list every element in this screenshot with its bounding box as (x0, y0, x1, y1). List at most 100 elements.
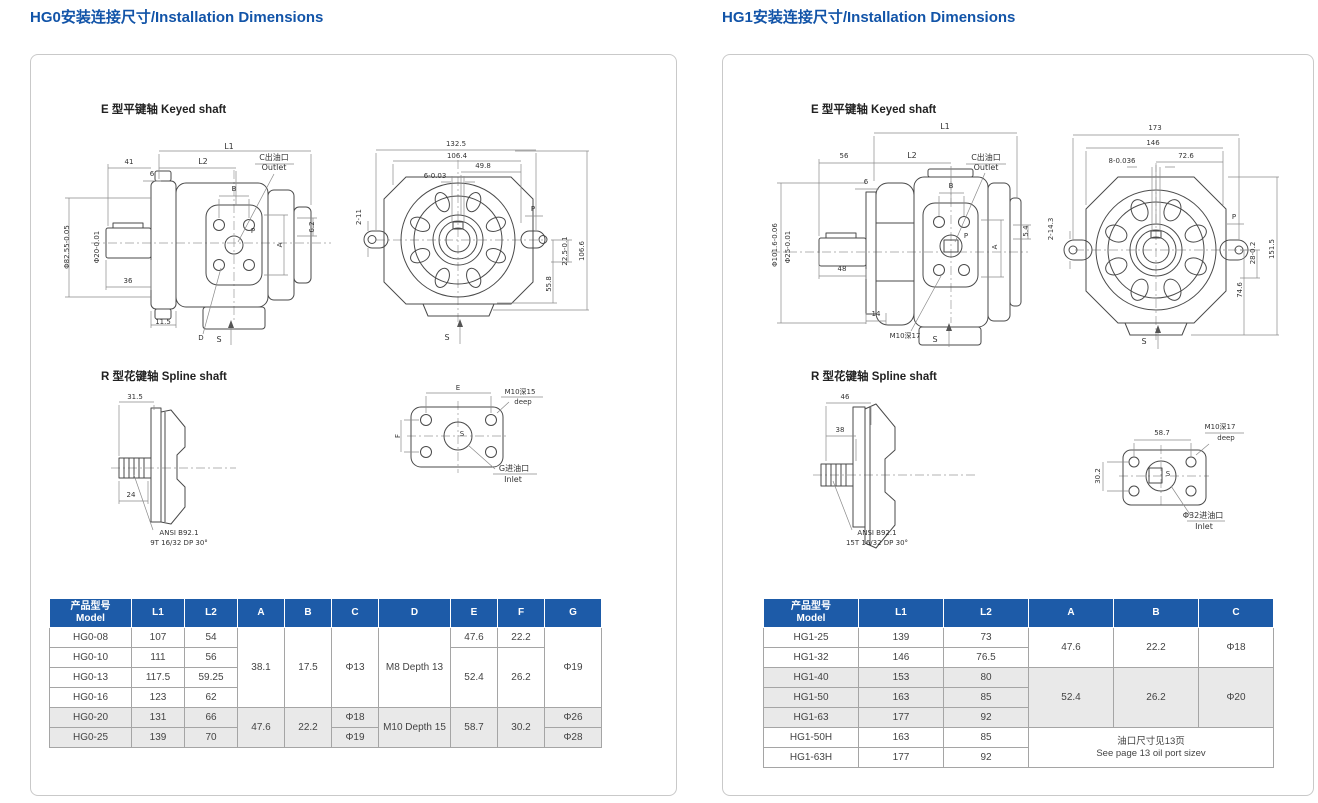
cell-l1: 123 (131, 687, 185, 708)
cell-d: M10 Depth 15 (378, 707, 451, 748)
dim-28: 28-0.2 (1249, 241, 1257, 265)
cell-l2: 73 (943, 627, 1029, 648)
cell-l2: 80 (943, 667, 1029, 688)
dim-106-4: 106.4 (446, 152, 468, 160)
port-P-label: P (250, 227, 256, 235)
dim-A: A (991, 244, 999, 250)
cell-f: 22.2 (497, 627, 545, 648)
cell-l2: 92 (943, 747, 1029, 768)
cell-l1: 107 (131, 627, 185, 648)
table-row: HG1-50 163 85 (763, 687, 1274, 708)
front-P-label: P (1231, 213, 1237, 221)
col-L2: L2 (943, 598, 1029, 628)
front-P-label: P (530, 205, 536, 213)
cell-model: HG0-16 (49, 687, 132, 708)
cell-a: 47.6 (1028, 627, 1114, 668)
dim-L1: L1 (224, 142, 234, 151)
cell-a: 52.4 (1028, 667, 1114, 728)
dim-24: 24 (126, 491, 136, 499)
cell-l1: 131 (131, 707, 185, 728)
table-row: HG0-20 131 66 47.6 22.2 Φ18 M10 Depth 15… (49, 707, 602, 748)
inlet-label-cn: Φ32进油口 (1182, 511, 1224, 520)
keyed-shaft-heading: E 型平键轴 Keyed shaft (811, 104, 937, 116)
cell-g: Φ26 (544, 707, 602, 728)
cell-c: Φ19 (331, 727, 379, 748)
col-F: F (497, 598, 545, 628)
dim-46: 46 (840, 393, 850, 401)
panel-hg1: E 型平键轴 Keyed shaft R 型花键轴 Spline shaft L… (722, 54, 1314, 796)
dim-74-6: 74.6 (1236, 282, 1244, 298)
dim-132-5: 132.5 (445, 140, 467, 148)
side-thread-label: M10深17 (889, 332, 921, 340)
dim-mount-holes: 2-14.3 (1047, 217, 1055, 241)
dim-flange-dia: Φ82.55-0.05 (63, 225, 71, 269)
cell-c: Φ18 (1198, 627, 1274, 668)
table-row: HG1-50H 163 85 油口尺寸见13页 See page 13 oil … (763, 727, 1274, 768)
dim-72-6: 72.6 (1178, 152, 1194, 160)
spline-spec-label: 9T 16/32 DP 30° (150, 539, 208, 547)
dim-E: E (455, 384, 461, 392)
dim-B: B (948, 182, 954, 190)
flange-thread-label: M10深15 (504, 388, 536, 396)
spline-shaft-heading: R 型花键轴 Spline shaft (811, 371, 937, 383)
inlet-label-en: Inlet (504, 475, 522, 484)
cell-l2: 56 (184, 647, 238, 668)
inlet-label-cn: G进油口 (498, 464, 530, 473)
cell-l2: 85 (943, 687, 1029, 708)
hg1-spec-table: 产品型号 Model L1 L2 A B C HG1-25 139 73 47.6… (763, 598, 1274, 768)
col-G: G (544, 598, 602, 628)
dim-key-width: 8-0.036 (1108, 157, 1136, 165)
port-S-label: S (216, 335, 222, 344)
dim-shaft-dia: Φ25-0.01 (784, 230, 792, 264)
col-B: B (1113, 598, 1199, 628)
cell-model: HG0-25 (49, 727, 132, 748)
spline-ansi-label: ANSI B92.1 (857, 529, 897, 537)
cell-model: HG1-25 (763, 627, 859, 648)
table-header-row: 产品型号 Model L1 L2 A B C (763, 598, 1274, 628)
cell-l1: 146 (858, 647, 944, 668)
front-S-label: S (444, 333, 450, 342)
col-L1: L1 (131, 598, 185, 628)
cell-a: 38.1 (237, 627, 285, 708)
dim-6: 6 (863, 178, 869, 186)
table-row: HG0-13 117.5 59.25 (49, 667, 602, 688)
dim-151-5: 151.5 (1268, 238, 1276, 260)
dim-flange-dia: Φ101.6-0.06 (771, 223, 779, 267)
port-S-label: S (932, 335, 938, 344)
page-title-hg0: HG0安装连接尺寸/Installation Dimensions (30, 9, 324, 26)
dim-49-8: 49.8 (475, 162, 491, 170)
outlet-label-en: Outlet (261, 163, 287, 172)
dim-38: 38 (835, 426, 845, 434)
dim-shaft-dia: Φ20-0.01 (93, 230, 101, 264)
dim-173: 173 (1148, 124, 1162, 132)
cell-f: 30.2 (497, 707, 545, 748)
cell-c: Φ18 (331, 707, 379, 728)
cell-b: 17.5 (284, 627, 332, 708)
cell-l1: 117.5 (131, 667, 185, 688)
cell-model: HG1-50H (763, 727, 859, 748)
cell-model: HG1-63H (763, 747, 859, 768)
spline-spec-label: 15T 16/32 DP 30° (845, 539, 909, 547)
cell-model: HG1-32 (763, 647, 859, 668)
cell-e: 58.7 (450, 707, 498, 748)
inlet-label-en: Inlet (1195, 522, 1213, 531)
col-A: A (1028, 598, 1114, 628)
table-row: HG0-10 111 56 52.4 26.2 (49, 647, 602, 708)
cell-l2: 70 (184, 727, 238, 748)
dim-36: 36 (123, 277, 133, 285)
cell-l1: 177 (858, 747, 944, 768)
dim-48: 48 (837, 265, 847, 273)
cell-model: HG1-63 (763, 707, 859, 728)
cell-l2: 85 (943, 727, 1029, 748)
cell-a: 47.6 (237, 707, 285, 748)
flange-thread-label: M10深17 (1204, 423, 1236, 431)
cell-l1: 139 (858, 627, 944, 648)
flange-thread-deep-label: deep (1217, 434, 1235, 442)
cell-model: HG0-08 (49, 627, 132, 648)
dim-11-5: 11.5 (155, 318, 171, 326)
panel-hg0: E 型平键轴 Keyed shaft R 型花键轴 Spline shaft L… (30, 54, 677, 796)
table-row: HG0-25 139 70 Φ19 Φ28 (49, 727, 602, 748)
dim-L2: L2 (198, 157, 208, 166)
dim-D: D (198, 334, 204, 342)
